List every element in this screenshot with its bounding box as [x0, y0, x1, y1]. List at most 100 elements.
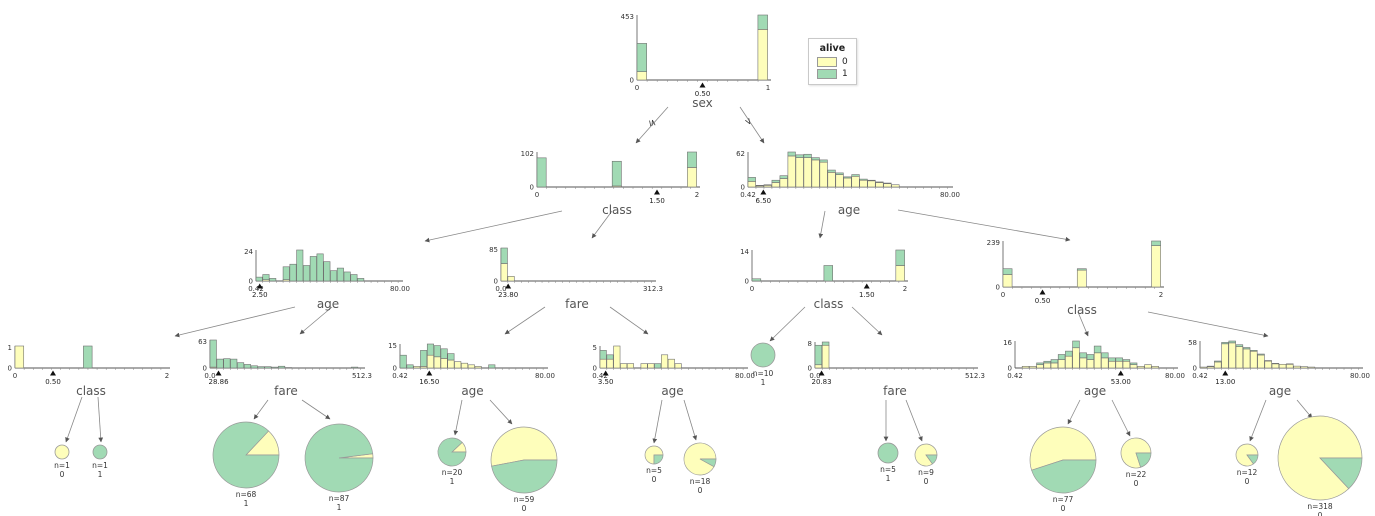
bar-class0 — [1151, 245, 1161, 288]
edge-arrow — [769, 306, 806, 342]
leaf-pie-p4 — [303, 422, 375, 498]
y-zero-label: 0 — [1008, 365, 1012, 373]
bar-class1 — [787, 151, 796, 157]
y-max-label: 63 — [198, 338, 207, 346]
histogram-n2r: 62 00.42 80.00 6.50 age — [736, 150, 960, 217]
leaf-predicted-class: 1 — [885, 474, 891, 483]
pie-chart — [877, 442, 899, 464]
bar-class0 — [1029, 366, 1037, 369]
feature-label: age — [838, 203, 860, 217]
feature-label: age — [317, 297, 339, 311]
bar-class1 — [269, 278, 277, 282]
leaf-label-p9: n=10 1 — [728, 369, 798, 387]
bar-class0 — [1021, 366, 1030, 369]
edge-arrow — [453, 399, 463, 436]
pie-chart — [750, 342, 776, 368]
bar-class1 — [1002, 268, 1013, 275]
bar-class0 — [1002, 274, 1013, 288]
y-zero-label: 0 — [8, 365, 12, 373]
leaf-label-p12: n=77 0 — [1028, 495, 1098, 513]
bar-class1 — [282, 266, 290, 281]
pie-chart — [1277, 415, 1363, 501]
bar-class0 — [447, 359, 455, 369]
leaf-label-p2: n=1 1 — [65, 461, 135, 479]
bar-class1 — [264, 366, 272, 369]
histogram-n2l: 102 00 2 1.50 class — [521, 150, 700, 217]
x-tick-label: 312.3 — [643, 285, 663, 293]
y-zero-label: 0 — [530, 184, 534, 192]
bar-class0 — [771, 182, 780, 188]
leaf-pie-p6 — [489, 425, 559, 499]
bar-class1 — [803, 153, 812, 158]
edge-arrow — [591, 210, 613, 239]
pie-chart — [644, 445, 664, 465]
edge-arrow — [174, 306, 296, 338]
histogram-n3b: 85 00.0 312.3 23.80 fare — [489, 246, 663, 311]
leaf-pie-p12 — [1028, 425, 1098, 499]
pie-chart — [683, 442, 717, 476]
legend-label-class0: 0 — [842, 57, 848, 67]
leaf-n-count: n=5 — [646, 466, 662, 475]
histogram-n4g: 16 00.42 80.00 53.00 age — [1003, 339, 1185, 398]
bar-class1 — [1122, 359, 1131, 362]
edge-arrow — [253, 399, 269, 420]
bar-class0 — [440, 358, 448, 369]
bar-class0 — [891, 184, 900, 188]
bar-class1 — [330, 270, 338, 282]
split-value-label: 0.50 — [45, 378, 61, 386]
edge-arrow — [1067, 399, 1081, 425]
leaf-n-count: n=22 — [1125, 470, 1147, 479]
bar-class1 — [1115, 357, 1123, 362]
bar-class1 — [406, 364, 414, 369]
bar-class0 — [1079, 357, 1087, 369]
y-max-label: 16 — [1003, 339, 1012, 347]
split-value-label: 1.50 — [649, 197, 665, 205]
feature-label: sex — [692, 96, 713, 110]
bar-class1 — [751, 278, 762, 282]
bar-class1 — [447, 353, 455, 361]
y-zero-label: 0 — [593, 365, 597, 373]
bar-class1 — [1036, 362, 1044, 365]
bar-class1 — [1235, 344, 1244, 347]
bar-class0 — [500, 263, 508, 282]
bar-class1 — [811, 157, 820, 161]
bar-class0 — [606, 358, 614, 369]
pie-slice-class1 — [304, 423, 374, 493]
x-tick-label: 80.00 — [1165, 372, 1185, 380]
y-max-label: 453 — [621, 13, 634, 21]
x-tick-label: 0.42 — [248, 285, 264, 293]
bar-class0 — [467, 364, 475, 369]
bar-class1 — [296, 249, 304, 282]
leaf-pie-p13 — [1119, 436, 1153, 474]
x-tick-label: 1 — [766, 84, 770, 92]
bar-class1 — [316, 253, 324, 282]
leaf-pie-p10 — [876, 441, 900, 469]
bar-class1 — [488, 364, 496, 369]
y-zero-label: 0 — [249, 278, 253, 286]
bar-class1 — [1214, 360, 1222, 363]
split-value-label: 1.50 — [859, 291, 875, 299]
bar-class1 — [1093, 345, 1102, 354]
bar-class1 — [1101, 352, 1109, 359]
x-tick-label: 80.00 — [390, 285, 410, 293]
feature-label: fare — [565, 297, 589, 311]
split-value-label: 53.00 — [1111, 378, 1131, 386]
bar-class1 — [1129, 362, 1138, 365]
leaf-label-p3: n=68 1 — [211, 490, 281, 508]
leaf-predicted-class: 1 — [760, 378, 766, 387]
bar-class0 — [620, 363, 628, 369]
leaf-label-p11: n=9 0 — [891, 468, 961, 486]
bar-class1 — [1065, 350, 1073, 357]
legend-title: alive — [819, 43, 846, 54]
edge-arrow — [301, 399, 331, 420]
leaf-predicted-class: 0 — [651, 475, 657, 484]
bar-class1 — [835, 172, 844, 175]
feature-label: age — [1269, 384, 1291, 398]
pie-slice — [54, 444, 70, 460]
bar-class1 — [350, 274, 358, 282]
feature-label: fare — [274, 384, 298, 398]
bar-class1 — [433, 345, 441, 358]
bar-class1 — [1050, 359, 1059, 364]
bar-class0 — [636, 71, 647, 81]
